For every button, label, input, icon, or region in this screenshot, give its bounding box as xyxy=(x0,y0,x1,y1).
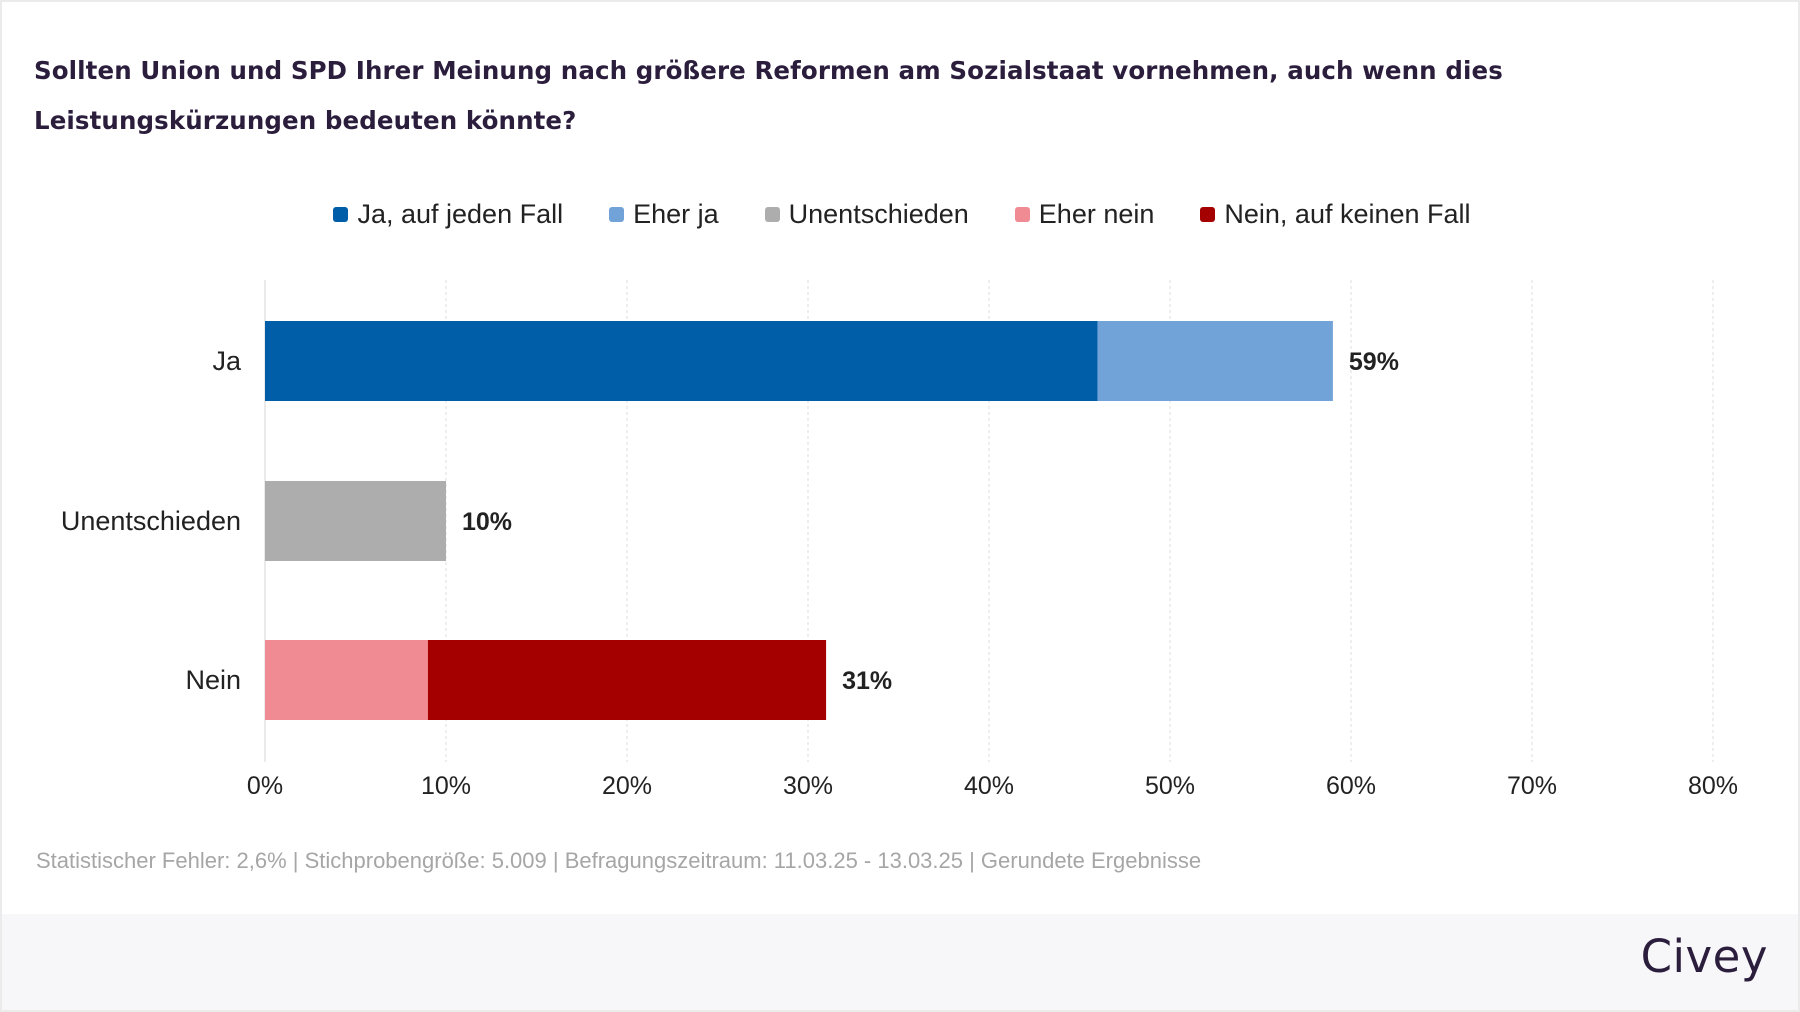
legend-item: Ja, auf jeden Fall xyxy=(333,199,563,230)
legend-swatch xyxy=(1200,206,1216,222)
legend-swatch xyxy=(333,206,349,222)
legend-label: Eher ja xyxy=(633,198,719,229)
bar-segment xyxy=(265,321,1098,401)
legend-label: Eher nein xyxy=(1038,198,1155,229)
x-tick-label: 10% xyxy=(421,772,471,800)
chart-title: Sollten Union und SPD Ihrer Meinung nach… xyxy=(34,56,1503,135)
x-tick-label: 0% xyxy=(247,772,283,800)
x-tick-label: 60% xyxy=(1326,772,1376,800)
legend-label: Nein, auf keinen Fall xyxy=(1224,198,1471,229)
total-label: 10% xyxy=(462,508,512,536)
legend-item: Eher ja xyxy=(609,199,719,230)
x-tick-label: 40% xyxy=(964,772,1014,800)
legend-item: Eher nein xyxy=(1014,198,1155,230)
legend-label: Unentschieden xyxy=(788,198,969,229)
bar-chart: 0% 10% 20% 30% 40% 50% 60% 70% 80% Ja 59% Unentschi… xyxy=(61,280,1738,800)
total-label: 59% xyxy=(1349,348,1399,376)
x-tick-label: 30% xyxy=(783,772,833,800)
x-tick-label: 70% xyxy=(1507,772,1557,800)
footnote: Statistischer Fehler: 2,6% | Stichproben… xyxy=(36,848,1202,873)
category-label: Ja xyxy=(212,346,242,376)
legend-item: Unentschieden xyxy=(764,198,969,230)
legend: Ja, auf jeden Fall Eher ja Unentschieden Eh… xyxy=(2,194,1798,234)
total-label: 31% xyxy=(842,667,892,695)
bar-segment xyxy=(1097,321,1333,401)
category-label: Nein xyxy=(185,665,241,695)
bar-segment xyxy=(427,640,827,720)
x-tick-label: 80% xyxy=(1688,772,1738,800)
category-label: Unentschieden xyxy=(61,506,241,536)
legend-label: Ja, auf jeden Fall xyxy=(357,198,564,229)
footer-bar: Civey xyxy=(2,914,1798,1010)
legend-swatch xyxy=(1014,206,1030,222)
legend-swatch xyxy=(764,206,780,222)
legend-item: Nein, auf keinen Fall xyxy=(1200,198,1471,230)
bar-segment xyxy=(265,481,446,561)
x-tick-label: 50% xyxy=(1145,772,1195,800)
legend-swatch xyxy=(609,206,625,222)
x-tick-label: 20% xyxy=(602,772,652,800)
civey-logo: Civey xyxy=(1640,930,1768,983)
bar-segment xyxy=(265,640,428,720)
